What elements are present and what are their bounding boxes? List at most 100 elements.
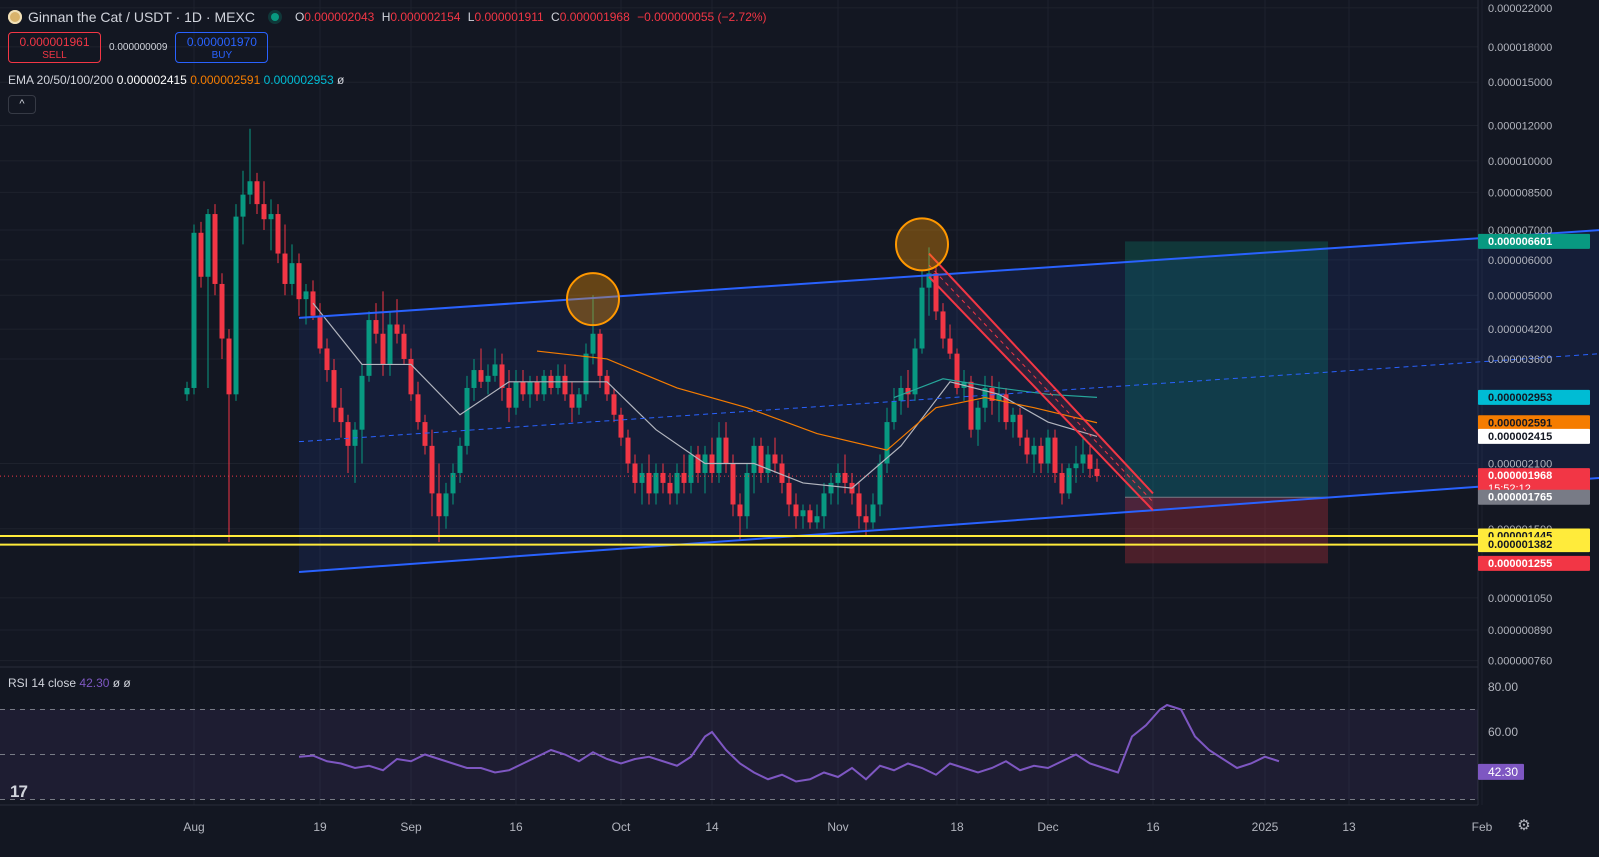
candle (527, 381, 533, 395)
candle (975, 407, 981, 430)
candle (450, 472, 456, 494)
candle (534, 381, 540, 395)
wedge-lower-line (928, 276, 1154, 511)
candle (793, 504, 799, 517)
candle (401, 333, 407, 359)
candle (233, 216, 239, 395)
time-tick-label: 14 (705, 820, 719, 834)
sell-button[interactable]: 0.000001961 SELL (8, 32, 101, 63)
candle (380, 333, 386, 365)
time-tick-label: 16 (509, 820, 523, 834)
candle (415, 394, 421, 423)
ema-legend-label: EMA 20/50/100/200 (8, 73, 114, 87)
candle (625, 437, 631, 464)
ohlc-values: O0.000002043 H0.000002154 L0.000001911 C… (294, 10, 767, 24)
candle (618, 414, 624, 438)
candle (184, 387, 190, 395)
price-tick-label: 0.000008500 (1488, 187, 1552, 199)
candle (1024, 437, 1030, 455)
highlight-circle (566, 272, 620, 327)
price-tick-label: 0.000018000 (1488, 42, 1552, 54)
candle (632, 463, 638, 483)
candle (1094, 468, 1100, 477)
buy-price: 0.000001970 (186, 35, 257, 49)
market-status-icon (270, 13, 279, 21)
candle (1073, 463, 1079, 469)
tradingview-logo-icon[interactable]: 17 (10, 782, 28, 801)
rsi-legend-label: RSI 14 close (8, 676, 77, 690)
price-tag-ema50: 0.000002591 (1488, 417, 1552, 429)
candle (1038, 445, 1044, 464)
candle (436, 493, 442, 517)
candle (324, 348, 330, 371)
wedge-mid-line (928, 264, 1154, 503)
candle (408, 358, 414, 395)
candle (268, 214, 274, 220)
wedge-upper-line (928, 252, 1154, 495)
highlight-circle (895, 217, 949, 272)
candle (758, 445, 764, 473)
candle (562, 375, 568, 395)
drawing-overlays (0, 217, 1599, 574)
candle (289, 263, 295, 284)
coin-logo-icon (8, 10, 22, 24)
symbol-title[interactable]: Ginnan the Cat / USDT · 1D · MEXC (28, 9, 255, 25)
candle (1087, 454, 1093, 469)
candle (338, 407, 344, 423)
time-tick-label: Feb (1472, 820, 1493, 834)
candle (1031, 445, 1037, 455)
candle (786, 482, 792, 505)
channel-lower-line (298, 477, 1599, 574)
candle (387, 324, 393, 365)
ema100-line (893, 378, 1098, 399)
candle (905, 387, 911, 395)
price-tick-label: 0.000001050 (1488, 593, 1552, 605)
chevron-up-icon: ^ (19, 98, 25, 110)
candle (1066, 468, 1072, 494)
candle (478, 370, 484, 382)
long-position-tool[interactable] (1125, 241, 1328, 564)
price-tag-bg (1478, 233, 1590, 249)
candle (723, 437, 729, 464)
candle (653, 472, 659, 494)
candle (576, 394, 582, 408)
gear-icon[interactable]: ⚙ (1517, 817, 1531, 834)
candle (779, 463, 785, 483)
candle (583, 353, 589, 395)
candle (919, 287, 925, 349)
candle (212, 214, 218, 284)
price-tag-ema20: 0.000002415 (1488, 431, 1552, 443)
price-tick-label: 0.000010000 (1488, 156, 1552, 168)
candle (800, 510, 806, 517)
candle (569, 394, 575, 408)
spread-value: 0.000000009 (109, 42, 168, 53)
candle (891, 400, 897, 423)
candle (261, 204, 267, 220)
candle (933, 273, 939, 312)
buy-button[interactable]: 0.000001970 BUY (175, 32, 269, 63)
candle (1059, 472, 1065, 494)
rsi-legend[interactable]: RSI 14 close 42.30 ø ø (8, 676, 131, 690)
trade-panel: 0.000001961 SELL 0.000000009 0.000001970… (8, 32, 269, 63)
candle (814, 516, 820, 523)
collapse-legend-button[interactable]: ^ (8, 95, 36, 114)
price-tick-label: 0.000006000 (1488, 255, 1552, 267)
price-tag-entry: 0.000001765 (1488, 492, 1552, 504)
candle (1010, 414, 1016, 423)
candle (296, 263, 302, 300)
candle (611, 394, 617, 415)
candle (877, 463, 883, 505)
time-tick-label: Aug (183, 820, 204, 834)
candle (765, 454, 771, 473)
ohlc-high: 0.000002154 (390, 10, 461, 24)
candle (506, 387, 512, 408)
candle (597, 333, 603, 376)
candle (443, 493, 449, 517)
price-tag-support-2: 0.000001382 (1488, 539, 1552, 551)
channel-upper-line (298, 229, 1599, 319)
position-loss-zone (1125, 497, 1328, 564)
ema-legend[interactable]: EMA 20/50/100/200 0.000002415 0.00000259… (8, 73, 344, 87)
ema20-line (312, 302, 1098, 489)
time-tick-label: Dec (1037, 820, 1058, 834)
